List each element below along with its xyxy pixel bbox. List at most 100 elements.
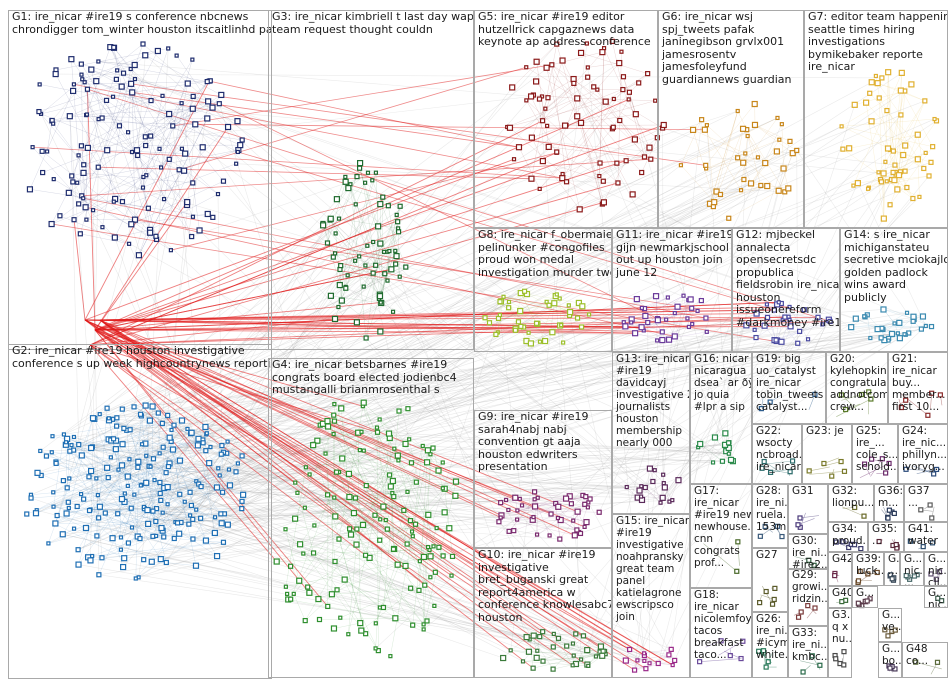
graph-node[interactable]: [616, 59, 623, 67]
graph-node[interactable]: [103, 97, 110, 104]
graph-node[interactable]: [574, 95, 581, 102]
graph-node[interactable]: [396, 458, 401, 463]
graph-node[interactable]: [536, 96, 543, 102]
graph-node[interactable]: [591, 84, 597, 90]
graph-node[interactable]: [142, 134, 148, 140]
graph-node[interactable]: [141, 557, 147, 563]
graph-node[interactable]: [129, 525, 135, 530]
graph-node[interactable]: [218, 91, 225, 99]
graph-node[interactable]: [539, 157, 546, 165]
graph-node[interactable]: [128, 505, 134, 511]
graph-node[interactable]: [45, 149, 50, 154]
graph-node[interactable]: [339, 455, 346, 462]
graph-node[interactable]: [416, 587, 422, 593]
graph-node[interactable]: [94, 476, 99, 481]
graph-node[interactable]: [84, 112, 90, 117]
graph-node[interactable]: [184, 80, 191, 87]
graph-node[interactable]: [195, 435, 202, 442]
graph-node[interactable]: [283, 527, 288, 532]
graph-node[interactable]: [292, 515, 299, 522]
graph-node[interactable]: [373, 262, 379, 268]
graph-node[interactable]: [153, 233, 159, 239]
graph-node[interactable]: [218, 520, 225, 527]
graph-node[interactable]: [51, 121, 56, 126]
graph-node[interactable]: [310, 442, 317, 449]
graph-node[interactable]: [84, 217, 89, 222]
graph-node[interactable]: [420, 553, 428, 561]
graph-node[interactable]: [378, 300, 383, 305]
graph-node[interactable]: [780, 165, 787, 172]
graph-node[interactable]: [602, 98, 609, 105]
graph-node[interactable]: [424, 447, 431, 454]
graph-node[interactable]: [762, 159, 769, 167]
graph-node[interactable]: [353, 541, 360, 548]
graph-node[interactable]: [127, 457, 132, 462]
graph-node[interactable]: [140, 185, 146, 190]
graph-node[interactable]: [63, 440, 69, 445]
graph-node[interactable]: [346, 493, 353, 501]
graph-node[interactable]: [324, 492, 331, 498]
graph-node[interactable]: [775, 115, 780, 121]
graph-node[interactable]: [190, 516, 196, 522]
graph-node[interactable]: [32, 510, 40, 517]
graph-node[interactable]: [51, 490, 56, 495]
graph-node[interactable]: [28, 495, 34, 501]
graph-node[interactable]: [385, 430, 393, 437]
graph-node[interactable]: [90, 553, 95, 559]
graph-node[interactable]: [384, 526, 390, 532]
graph-node[interactable]: [30, 145, 35, 150]
graph-node[interactable]: [375, 223, 382, 230]
graph-node[interactable]: [377, 605, 382, 610]
graph-node[interactable]: [204, 115, 211, 122]
graph-node[interactable]: [614, 160, 620, 166]
graph-node[interactable]: [176, 530, 183, 537]
graph-node[interactable]: [125, 540, 132, 546]
graph-node[interactable]: [354, 526, 360, 532]
graph-node[interactable]: [527, 93, 535, 100]
graph-node[interactable]: [758, 182, 764, 189]
graph-node[interactable]: [393, 261, 399, 267]
graph-node[interactable]: [717, 191, 724, 198]
graph-node[interactable]: [119, 406, 125, 412]
graph-node[interactable]: [135, 458, 142, 465]
graph-node[interactable]: [144, 453, 149, 458]
graph-node[interactable]: [157, 556, 164, 563]
graph-node[interactable]: [395, 219, 401, 225]
graph-node[interactable]: [82, 204, 89, 211]
graph-node[interactable]: [382, 271, 388, 277]
graph-node[interactable]: [660, 121, 667, 129]
graph-node[interactable]: [88, 66, 95, 73]
graph-node[interactable]: [345, 470, 353, 477]
graph-node[interactable]: [225, 439, 230, 444]
graph-node[interactable]: [188, 513, 193, 518]
graph-node[interactable]: [597, 173, 602, 179]
graph-node[interactable]: [239, 453, 245, 459]
graph-node[interactable]: [71, 82, 77, 87]
graph-node[interactable]: [135, 152, 141, 159]
graph-node[interactable]: [120, 70, 127, 76]
graph-node[interactable]: [129, 89, 136, 96]
graph-node[interactable]: [52, 520, 59, 527]
graph-node[interactable]: [394, 212, 399, 217]
graph-node[interactable]: [324, 417, 331, 425]
graph-node[interactable]: [310, 550, 317, 556]
graph-node[interactable]: [198, 484, 204, 490]
graph-node[interactable]: [427, 553, 434, 560]
graph-node[interactable]: [187, 489, 193, 495]
graph-node[interactable]: [76, 441, 82, 448]
graph-node[interactable]: [336, 281, 343, 289]
graph-node[interactable]: [585, 65, 590, 70]
graph-node[interactable]: [235, 461, 240, 466]
graph-node[interactable]: [386, 472, 393, 478]
graph-node[interactable]: [327, 292, 334, 299]
graph-node[interactable]: [148, 464, 153, 469]
graph-node[interactable]: [307, 472, 312, 477]
graph-node[interactable]: [383, 517, 388, 523]
graph-node[interactable]: [449, 553, 456, 560]
graph-node[interactable]: [163, 559, 169, 566]
graph-node[interactable]: [785, 185, 792, 192]
graph-node[interactable]: [50, 434, 55, 439]
graph-node[interactable]: [220, 178, 227, 184]
graph-node[interactable]: [119, 199, 126, 205]
graph-node[interactable]: [376, 293, 384, 300]
